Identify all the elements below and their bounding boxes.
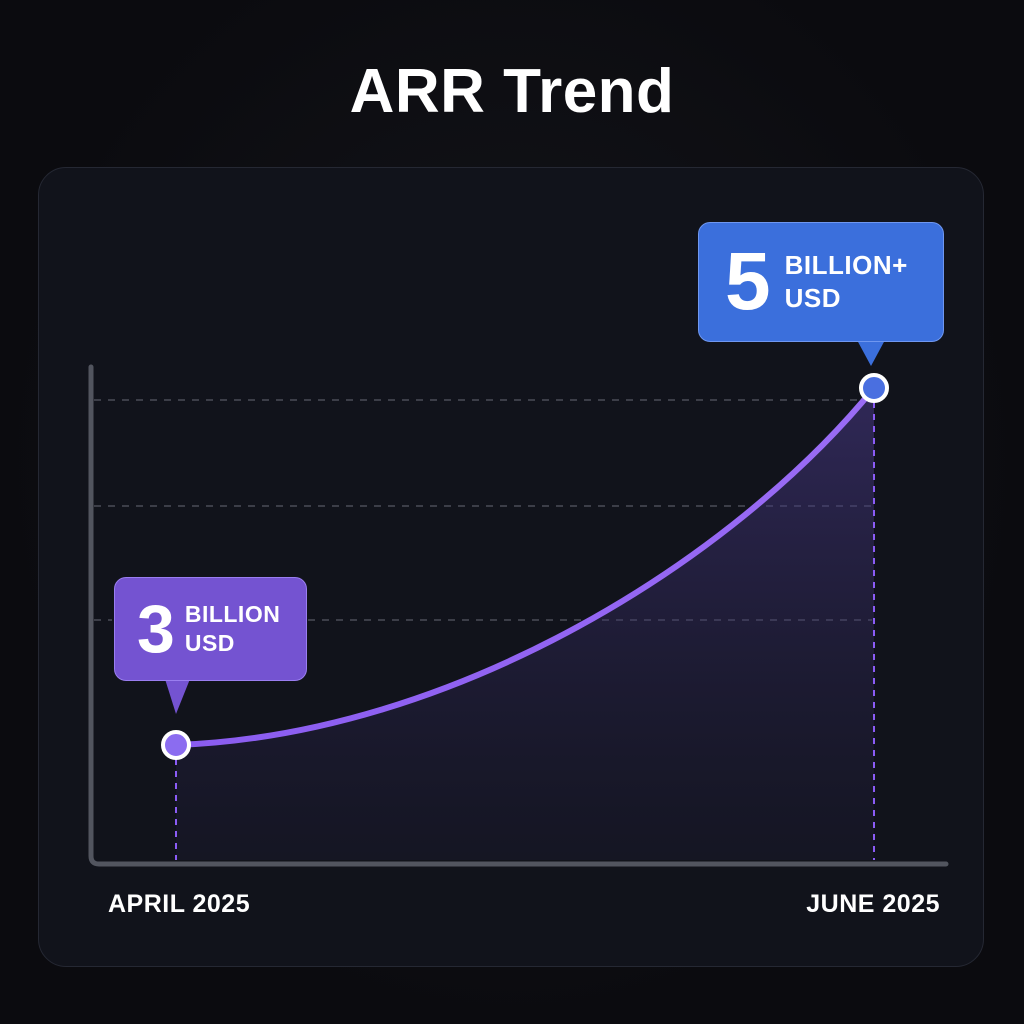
callout-pointer-end — [857, 340, 885, 366]
data-label-start-unit-line1: BILLION — [184, 600, 281, 627]
data-label-start-value: 3 — [137, 591, 175, 667]
data-label-end-unit: BILLION+ USD — [785, 249, 908, 316]
data-point-end — [859, 373, 889, 403]
axes — [88, 364, 949, 867]
data-label-start-unit-line2: USD — [184, 630, 235, 656]
x-tick-label-end: JUNE 2025 — [806, 890, 940, 918]
data-label-start-unit: BILLION USD — [185, 600, 281, 659]
data-label-end-unit-line1: BILLION+ — [784, 249, 908, 280]
x-tick-label-start: APRIL 2025 — [108, 890, 251, 918]
data-label-end: 5 BILLION+ USD — [698, 222, 944, 342]
data-point-start — [161, 730, 191, 760]
callout-pointer-start — [165, 679, 190, 714]
chart-title: ARR Trend — [349, 57, 675, 126]
data-label-start: 3 BILLION USD — [114, 577, 307, 681]
data-label-end-value: 5 — [725, 236, 771, 327]
area-fill — [176, 388, 874, 860]
series-line — [173, 385, 877, 748]
data-label-end-unit-line2: USD — [784, 283, 842, 313]
